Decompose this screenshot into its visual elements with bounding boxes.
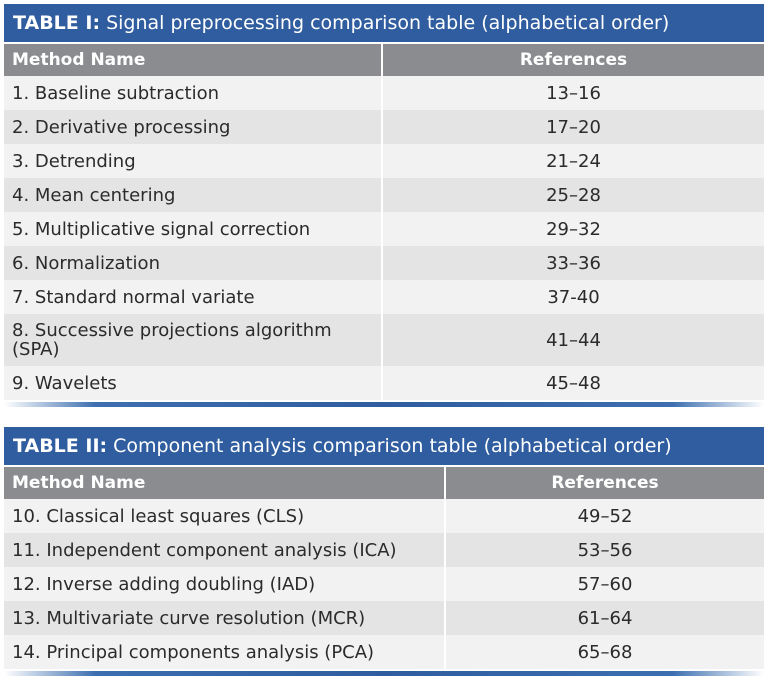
- references-cell: 37-40: [547, 286, 600, 308]
- method-cell: 1. Baseline subtraction: [4, 76, 383, 110]
- column-header-references: References: [551, 473, 659, 493]
- table-body: 10. Classical least squares (CLS) 49–52 1…: [4, 499, 764, 669]
- references-cell: 13–16: [546, 82, 601, 104]
- table-row: 7. Standard normal variate 37-40: [4, 280, 764, 314]
- table-row: 10. Classical least squares (CLS) 49–52: [4, 499, 764, 533]
- table-row: 12. Inverse adding doubling (IAD) 57–60: [4, 567, 764, 601]
- table-footer-rule: [4, 671, 764, 676]
- references-cell: 57–60: [577, 573, 633, 595]
- method-cell: 7. Standard normal variate: [4, 280, 383, 314]
- table-header-row: Method Name References: [4, 465, 764, 499]
- table-label: TABLE I:: [13, 12, 101, 34]
- table-body: 1. Baseline subtraction 13–16 2. Derivati…: [4, 76, 764, 400]
- table-row: 3. Detrending 21–24: [4, 144, 764, 178]
- method-cell: 6. Normalization: [4, 246, 383, 280]
- table-footer-rule: [4, 402, 764, 407]
- table-row: 9. Wavelets 45–48: [4, 366, 764, 400]
- table-title: TABLE I: Signal preprocessing comparison…: [4, 4, 764, 42]
- table-row: 4. Mean centering 25–28: [4, 178, 764, 212]
- table-row: 8. Successive projections algorithm (SPA…: [4, 314, 764, 366]
- column-header-method: Method Name: [4, 44, 383, 76]
- table-title: TABLE II: Component analysis comparison …: [4, 427, 764, 465]
- method-cell: 12. Inverse adding doubling (IAD): [4, 567, 446, 601]
- references-cell: 61–64: [577, 607, 633, 629]
- method-cell: 14. Principal components analysis (PCA): [4, 635, 446, 669]
- table-label: TABLE II:: [13, 435, 108, 457]
- method-cell: 8. Successive projections algorithm (SPA…: [4, 314, 383, 366]
- method-cell: 2. Derivative processing: [4, 110, 383, 144]
- method-cell: 11. Independent component analysis (ICA): [4, 533, 446, 567]
- table-row: 13. Multivariate curve resolution (MCR) 6…: [4, 601, 764, 635]
- method-cell: 4. Mean centering: [4, 178, 383, 212]
- references-cell: 33–36: [546, 252, 601, 274]
- column-header-references: References: [519, 50, 628, 70]
- table-row: 6. Normalization 33–36: [4, 246, 764, 280]
- table-row: 11. Independent component analysis (ICA)…: [4, 533, 764, 567]
- references-cell: 45–48: [546, 372, 601, 394]
- table-row: 5. Multiplicative signal correction 29–32: [4, 212, 764, 246]
- table-row: 14. Principal components analysis (PCA) 6…: [4, 635, 764, 669]
- references-cell: 21–24: [546, 150, 601, 172]
- references-cell: 53–56: [577, 539, 633, 561]
- method-cell: 13. Multivariate curve resolution (MCR): [4, 601, 446, 635]
- column-header-method: Method Name: [4, 467, 446, 499]
- table-row: 2. Derivative processing 17–20: [4, 110, 764, 144]
- references-cell: 65–68: [577, 641, 633, 663]
- table-row: 1. Baseline subtraction 13–16: [4, 76, 764, 110]
- table-component-analysis: TABLE II: Component analysis comparison …: [4, 427, 764, 676]
- table-title-text: Component analysis comparison table (alp…: [107, 435, 672, 457]
- method-cell: 10. Classical least squares (CLS): [4, 499, 446, 533]
- references-cell: 29–32: [546, 218, 601, 240]
- references-cell: 49–52: [577, 505, 633, 527]
- table-title-text: Signal preprocessing comparison table (a…: [100, 12, 670, 34]
- method-cell: 5. Multiplicative signal correction: [4, 212, 383, 246]
- references-cell: 25–28: [546, 184, 601, 206]
- method-cell: 3. Detrending: [4, 144, 383, 178]
- method-cell: 9. Wavelets: [4, 366, 383, 400]
- table-signal-preprocessing: TABLE I: Signal preprocessing comparison…: [4, 4, 764, 407]
- table-header-row: Method Name References: [4, 42, 764, 76]
- references-cell: 41–44: [546, 329, 601, 351]
- references-cell: 17–20: [546, 116, 601, 138]
